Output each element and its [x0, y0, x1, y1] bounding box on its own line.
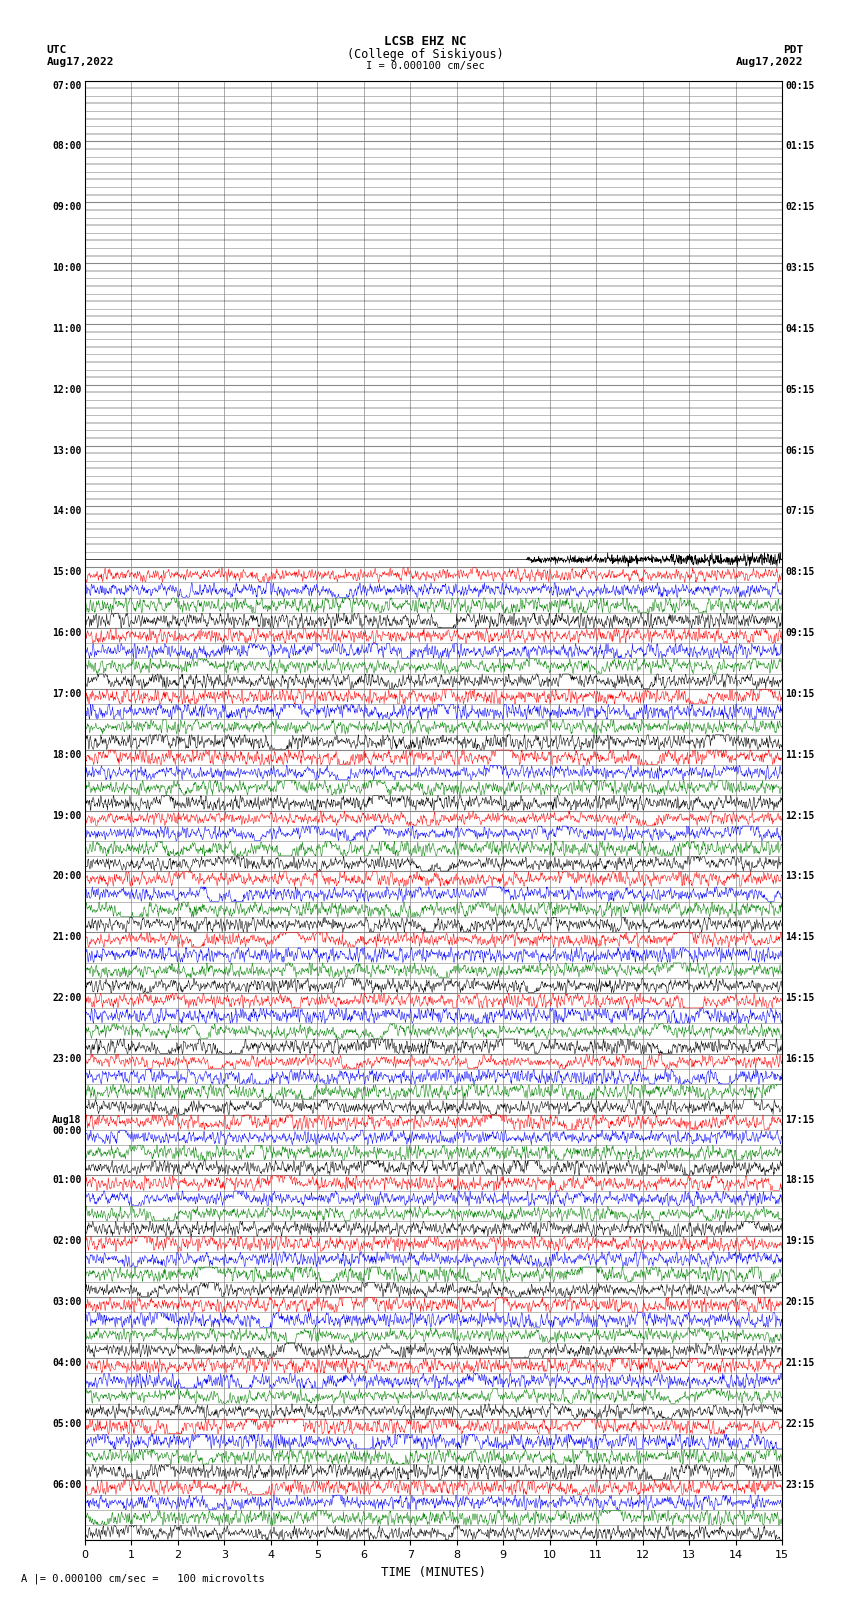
Text: PDT
Aug17,2022: PDT Aug17,2022 [736, 45, 803, 66]
Text: 22:15: 22:15 [785, 1419, 815, 1429]
Text: 17:15: 17:15 [785, 1115, 815, 1124]
Text: 16:15: 16:15 [785, 1053, 815, 1065]
Text: 06:15: 06:15 [785, 445, 815, 455]
Text: 22:00: 22:00 [52, 994, 82, 1003]
Text: 08:15: 08:15 [785, 568, 815, 577]
Text: 10:00: 10:00 [52, 263, 82, 273]
Text: 01:15: 01:15 [785, 142, 815, 152]
Text: 13:00: 13:00 [52, 445, 82, 455]
Text: 02:15: 02:15 [785, 202, 815, 213]
Text: 06:00: 06:00 [52, 1479, 82, 1489]
Text: 00:15: 00:15 [785, 81, 815, 90]
Text: 16:00: 16:00 [52, 627, 82, 639]
Text: 18:00: 18:00 [52, 750, 82, 760]
Text: 15:15: 15:15 [785, 994, 815, 1003]
Text: 18:15: 18:15 [785, 1176, 815, 1186]
Text: I = 0.000100 cm/sec: I = 0.000100 cm/sec [366, 61, 484, 71]
Text: 21:15: 21:15 [785, 1358, 815, 1368]
Text: 10:15: 10:15 [785, 689, 815, 698]
Text: UTC
Aug17,2022: UTC Aug17,2022 [47, 45, 114, 66]
Text: 03:15: 03:15 [785, 263, 815, 273]
Text: 07:00: 07:00 [52, 81, 82, 90]
Text: 21:00: 21:00 [52, 932, 82, 942]
Text: 09:15: 09:15 [785, 627, 815, 639]
Text: LCSB EHZ NC: LCSB EHZ NC [383, 35, 467, 48]
Text: 04:00: 04:00 [52, 1358, 82, 1368]
Text: 19:00: 19:00 [52, 810, 82, 821]
Text: 02:00: 02:00 [52, 1236, 82, 1247]
Text: 01:00: 01:00 [52, 1176, 82, 1186]
Text: 11:15: 11:15 [785, 750, 815, 760]
Text: 14:15: 14:15 [785, 932, 815, 942]
Text: 03:00: 03:00 [52, 1297, 82, 1307]
Text: 14:00: 14:00 [52, 506, 82, 516]
Text: 12:00: 12:00 [52, 386, 82, 395]
Text: 11:00: 11:00 [52, 324, 82, 334]
Text: 04:15: 04:15 [785, 324, 815, 334]
Text: 05:00: 05:00 [52, 1419, 82, 1429]
Text: 08:00: 08:00 [52, 142, 82, 152]
Text: 05:15: 05:15 [785, 386, 815, 395]
Text: 15:00: 15:00 [52, 568, 82, 577]
Text: (College of Siskiyous): (College of Siskiyous) [347, 48, 503, 61]
X-axis label: TIME (MINUTES): TIME (MINUTES) [381, 1566, 486, 1579]
Text: 09:00: 09:00 [52, 202, 82, 213]
Text: Aug18
00:00: Aug18 00:00 [52, 1115, 82, 1136]
Text: 20:15: 20:15 [785, 1297, 815, 1307]
Text: A |= 0.000100 cm/sec =   100 microvolts: A |= 0.000100 cm/sec = 100 microvolts [21, 1573, 265, 1584]
Text: 13:15: 13:15 [785, 871, 815, 881]
Text: 23:00: 23:00 [52, 1053, 82, 1065]
Text: 17:00: 17:00 [52, 689, 82, 698]
Text: 12:15: 12:15 [785, 810, 815, 821]
Text: 23:15: 23:15 [785, 1479, 815, 1489]
Text: 19:15: 19:15 [785, 1236, 815, 1247]
Text: 07:15: 07:15 [785, 506, 815, 516]
Text: 20:00: 20:00 [52, 871, 82, 881]
